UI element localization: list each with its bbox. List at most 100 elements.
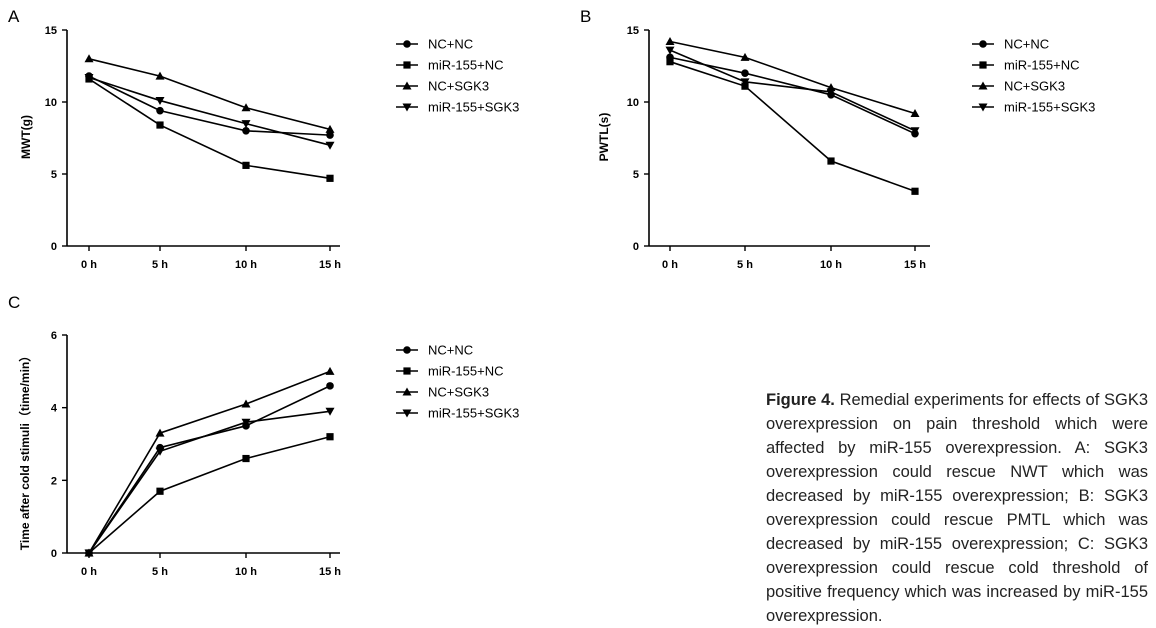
panel-a-plot: 0 5 10 15 0 h 5 h 10 h 15 h NC+NC miR-155+NC NC+SG… — [45, 25, 520, 271]
panel-a-x-tick-label: 10 h — [235, 259, 257, 271]
panel-b-y-axis-title: PWTL(s) — [597, 113, 611, 162]
panel-b-legend-marker — [978, 103, 988, 112]
panel-a-series-line — [88, 78, 331, 180]
panel-a-data-point — [241, 103, 251, 112]
panel-b-x-tick-label: 5 h — [737, 259, 753, 271]
panel-b: B PWTL(s) 0 5 10 15 0 h 5 h 10 h 15 h NC+NC miR-1… — [580, 7, 1095, 271]
panel-c-series-line — [88, 370, 331, 554]
panel-a-data-point — [156, 106, 164, 115]
panel-a-x-tick-label: 5 h — [152, 259, 168, 271]
panel-a-series-line — [88, 76, 331, 146]
panel-a-legend-marker — [403, 61, 411, 69]
panel-c-x-tick-label: 10 h — [235, 566, 257, 578]
panel-b-y-tick-label: 15 — [627, 25, 639, 37]
caption-text: Remedial experiments for effects of SGK3… — [766, 391, 1148, 625]
panel-c-data-point — [155, 447, 165, 456]
panel-a-data-point — [325, 141, 335, 150]
panel-a-data-point — [325, 124, 335, 133]
panel-c-legend-label: NC+NC — [428, 343, 473, 358]
panel-b-legend-marker — [979, 40, 987, 48]
panel-a-letter: A — [8, 7, 20, 26]
panel-c-y-tick-label: 2 — [51, 475, 57, 487]
panel-b-legend-label: NC+NC — [1004, 37, 1049, 52]
panel-a-y-tick-label: 5 — [51, 169, 57, 181]
panel-b-series-line — [669, 40, 916, 115]
panel-a-data-point — [326, 131, 334, 139]
figure-caption: Figure 4. Remedial experiments for effec… — [766, 388, 1148, 628]
panel-c-data-point — [325, 366, 335, 375]
panel-a-data-point — [326, 174, 334, 182]
panel-a-data-point — [242, 127, 250, 135]
panel-c-data-point — [241, 399, 251, 408]
panel-c-letter: C — [8, 293, 20, 312]
panel-c-data-point — [325, 407, 335, 416]
panel-b-legend-label: miR-155+SGK3 — [1004, 100, 1095, 115]
panel-a: A MWT(g) 0 5 10 15 0 h 5 h 10 h 15 h NC+NC miR-15… — [8, 7, 519, 271]
panel-a-legend-label: NC+SGK3 — [428, 79, 489, 94]
panel-b-series-line — [669, 49, 916, 132]
panel-a-y-tick-label: 15 — [45, 25, 57, 37]
panel-c-x-tick-label: 5 h — [152, 566, 168, 578]
panel-c-y-tick-label: 4 — [51, 403, 58, 415]
panel-b-data-point — [910, 109, 920, 118]
panel-c-series-line — [88, 410, 331, 554]
panel-a-y-tick-label: 0 — [51, 241, 57, 253]
panel-c-data-point — [326, 382, 334, 390]
panel-b-data-point — [741, 69, 749, 77]
caption-label: Figure 4. — [766, 391, 835, 409]
panel-a-legend-marker — [403, 40, 411, 48]
panel-b-data-point — [666, 58, 674, 66]
panel-a-x-tick-label: 15 h — [319, 259, 341, 271]
panel-a-legend-label: NC+NC — [428, 37, 473, 52]
panel-c-legend-label: NC+SGK3 — [428, 385, 489, 400]
panel-a-y-tick-label: 10 — [45, 97, 57, 109]
panel-b-data-point — [827, 157, 835, 165]
panel-b-series-line — [669, 60, 916, 193]
panel-c-data-point — [242, 454, 250, 463]
panel-b-data-point — [740, 52, 750, 61]
panel-c-y-axis-title: Time after cold stimuli（time/min） — [17, 350, 32, 551]
panel-a-data-point — [155, 71, 165, 80]
panel-c-data-point — [241, 418, 251, 427]
panel-a-legend-marker — [402, 103, 412, 112]
panel-a-data-point — [241, 120, 251, 129]
panel-a-legend-marker — [402, 81, 412, 90]
panel-a-data-point — [156, 121, 164, 129]
panel-b-data-point — [665, 46, 675, 55]
figure-canvas: A MWT(g) 0 5 10 15 0 h 5 h 10 h 15 h NC+NC miR-15… — [8, 7, 1095, 578]
panel-a-legend-label: miR-155+SGK3 — [428, 100, 519, 115]
panel-a-legend-label: miR-155+NC — [428, 58, 504, 73]
panel-c-series-line — [88, 435, 331, 554]
panel-c-plot: 0 2 4 6 0 h 5 h 10 h 15 h NC+NC miR-155+NC NC+SGK3… — [51, 330, 520, 578]
panel-a-x-tick-label: 0 h — [81, 259, 97, 271]
panel-b-data-point — [826, 88, 836, 97]
panel-b-legend-label: NC+SGK3 — [1004, 79, 1065, 94]
panel-c-legend-marker — [403, 346, 411, 354]
panel-c-data-point — [155, 428, 165, 437]
panel-b-legend-marker — [979, 61, 987, 69]
panel-a-series-line — [88, 75, 331, 136]
panel-c: C Time after cold stimuli（time/min） 0 2 4 6… — [8, 293, 519, 578]
panel-c-data-point — [84, 549, 94, 558]
panel-b-letter: B — [580, 7, 591, 26]
panel-b-data-point — [910, 127, 920, 136]
panel-c-series-line — [88, 385, 331, 554]
panel-c-legend-marker — [403, 367, 411, 375]
panel-a-data-point — [242, 161, 250, 169]
panel-b-series-line — [669, 56, 916, 135]
panel-a-data-point — [84, 54, 94, 63]
panel-a-series-line — [88, 58, 331, 131]
panel-c-x-tick-label: 0 h — [81, 566, 97, 578]
panel-c-legend-label: miR-155+NC — [428, 364, 504, 379]
panel-c-legend-marker — [402, 387, 412, 396]
panel-b-x-tick-label: 15 h — [904, 259, 926, 271]
panel-b-y-tick-label: 10 — [627, 97, 639, 109]
panel-c-data-point — [326, 433, 334, 441]
panel-c-legend-label: miR-155+SGK3 — [428, 406, 519, 421]
panel-c-legend-marker — [402, 409, 412, 418]
panel-a-data-point — [84, 74, 94, 83]
panel-b-data-point — [740, 78, 750, 87]
panel-a-data-point — [155, 97, 165, 106]
panel-c-data-point — [156, 487, 164, 495]
panel-b-x-tick-label: 10 h — [820, 259, 842, 271]
